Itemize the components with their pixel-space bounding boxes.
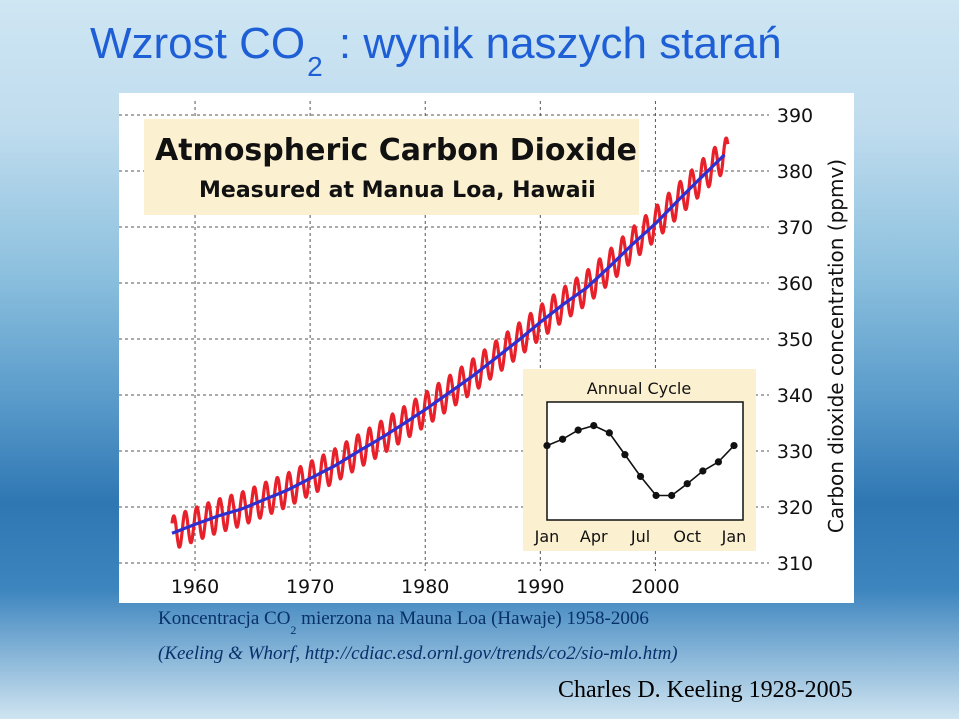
y-tick-label: 380 bbox=[777, 161, 813, 183]
y-tick-label: 390 bbox=[777, 105, 813, 127]
x-tick-label: 1980 bbox=[401, 576, 449, 598]
x-tick-label: 1990 bbox=[516, 576, 564, 598]
y-tick-label: 340 bbox=[777, 385, 813, 407]
chart-title: Atmospheric Carbon Dioxide bbox=[155, 133, 637, 168]
x-tick-label: 1970 bbox=[286, 576, 334, 598]
y-tick-label: 360 bbox=[777, 273, 813, 295]
y-tick-label: 330 bbox=[777, 441, 813, 463]
x-tick-label: 2000 bbox=[631, 576, 679, 598]
caption-text-b: mierzona na Mauna Loa (Hawaje) 1958-2006 bbox=[296, 608, 649, 629]
annual-cycle-point bbox=[543, 441, 551, 450]
y-axis-ticks: 310 320 330 340 350 360 370 380 390 bbox=[777, 105, 813, 575]
y-tick-label: 350 bbox=[777, 329, 813, 351]
title-subscript: 2 bbox=[307, 51, 323, 82]
annual-cycle-inset: Annual Cycle Jan Apr Jul Oct Jan bbox=[523, 369, 756, 551]
inset-month-label: Oct bbox=[673, 527, 701, 546]
inset-plot-frame bbox=[546, 401, 744, 521]
inset-month-label: Jul bbox=[630, 527, 650, 546]
annual-cycle-point bbox=[730, 441, 738, 450]
annual-cycle-point bbox=[699, 467, 707, 475]
caption-text-a: Koncentracja CO bbox=[158, 608, 291, 629]
caption-line-2: (Keeling & Whorf, http://cdiac.esd.ornl.… bbox=[158, 643, 678, 664]
annual-cycle-point bbox=[636, 472, 645, 481]
chart-canvas: Atmospheric Carbon Dioxide Measured at M… bbox=[119, 101, 848, 598]
annual-mean-co2-line bbox=[171, 153, 726, 535]
title-main: Wzrost CO bbox=[90, 19, 306, 68]
inset-title: Annual Cycle bbox=[587, 379, 691, 398]
x-axis-ticks: 1960 1970 1980 1990 2000 bbox=[171, 576, 680, 598]
annual-cycle-point bbox=[621, 451, 629, 459]
inset-month-label: Apr bbox=[580, 527, 608, 546]
x-tick-label: 1960 bbox=[171, 576, 219, 598]
title-rest: : wynik naszych starań bbox=[326, 19, 782, 68]
caption-subscript: 2 bbox=[290, 623, 297, 637]
chart-subtitle: Measured at Manua Loa, Hawaii bbox=[199, 178, 596, 203]
chart-title-box: Atmospheric Carbon Dioxide Measured at M… bbox=[144, 119, 639, 215]
monthly-co2-line bbox=[170, 136, 730, 549]
caption-line-1: Koncentracja CO2 mierzona na Mauna Loa (… bbox=[158, 607, 938, 637]
credit-text: Charles D. Keeling 1928-2005 bbox=[558, 677, 853, 703]
annual-cycle-point bbox=[590, 422, 598, 430]
y-tick-label: 370 bbox=[777, 217, 813, 239]
annual-cycle-point bbox=[714, 458, 723, 466]
inset-month-label: Jan bbox=[721, 527, 747, 546]
annual-cycle-points bbox=[543, 422, 738, 500]
annual-cycle-point bbox=[558, 435, 567, 443]
inset-month-label: Jan bbox=[534, 527, 560, 546]
y-axis-label: Carbon dioxide concentration (ppmv) bbox=[824, 159, 848, 533]
y-tick-label: 320 bbox=[777, 497, 813, 519]
co2-chart: Atmospheric Carbon Dioxide Measured at M… bbox=[119, 93, 854, 603]
chart-title-background bbox=[144, 119, 639, 215]
annual-cycle-point bbox=[683, 480, 691, 488]
y-tick-label: 310 bbox=[777, 553, 813, 575]
annual-cycle-point bbox=[574, 426, 582, 434]
slide-title: Wzrost CO2 : wynik naszych starań bbox=[90, 14, 782, 82]
inset-month-labels: Jan Apr Jul Oct Jan bbox=[534, 527, 747, 546]
annual-cycle-point bbox=[652, 491, 660, 500]
annual-cycle-point bbox=[668, 491, 676, 500]
annual-cycle-point bbox=[605, 429, 613, 437]
